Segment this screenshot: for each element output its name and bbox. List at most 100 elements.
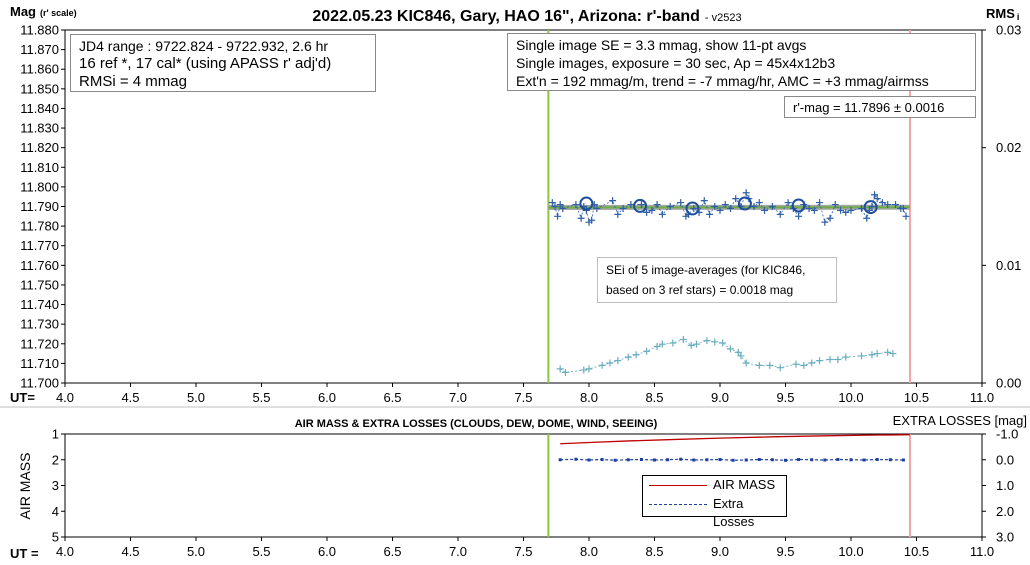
single-image-plus-marker (556, 201, 564, 209)
bottom-y-tick-label: 2 (52, 452, 59, 467)
top-x-tick-label: 7.0 (449, 390, 467, 405)
image-average-circle-marker (633, 198, 648, 213)
bottom-x-tick-label: 8.0 (580, 544, 598, 559)
rmsi-plus-marker (755, 361, 763, 369)
legend-label-air-mass: AIR MASS (713, 477, 776, 492)
single-image-plus-marker (588, 216, 596, 224)
rmsi-plus-marker (679, 335, 687, 343)
extra-losses-point (679, 457, 683, 461)
extra-losses-point (836, 457, 840, 461)
top-y-tick-label: 11.740 (20, 297, 59, 312)
single-image-plus-marker (871, 191, 879, 199)
bottom-y2-tick-label: 0.0 (996, 452, 1014, 467)
extra-losses-point (666, 458, 670, 462)
single-image-plus-marker (899, 204, 907, 212)
single-image-plus-marker (863, 214, 871, 222)
rmsi-plus-marker (766, 361, 774, 369)
rmsi-plus-marker (561, 368, 569, 376)
extra-losses-point (849, 458, 853, 462)
extra-losses-point (600, 457, 604, 461)
top-y-tick-label: 11.720 (20, 336, 59, 351)
top-y-tick-label: 11.850 (20, 81, 59, 96)
single-image-plus-marker (551, 203, 559, 210)
top-y2-tick-label: 0.01 (996, 258, 1021, 273)
top-y-tick-label: 11.830 (20, 121, 59, 136)
bottom-x-tick-label: 10.5 (904, 544, 929, 559)
rmsi-plus-marker (834, 355, 842, 363)
single-image-plus-marker (837, 206, 845, 214)
top-y-tick-label: 11.780 (20, 219, 59, 234)
rmsi-plus-marker (687, 341, 695, 349)
single-image-plus-marker (609, 197, 617, 205)
single-image-plus-marker (761, 206, 769, 214)
rmsi-plus-marker (632, 351, 640, 359)
single-image-plus-marker (637, 201, 645, 209)
image-average-circle-marker (685, 201, 700, 216)
single-image-plus-marker (795, 212, 803, 220)
top-x-tick-label: 8.0 (580, 390, 598, 405)
bottom-y-axis-label: AIR MASS (17, 453, 33, 520)
extra-losses-point (901, 458, 905, 462)
extra-losses-point (757, 457, 761, 461)
top-x-tick-label: 5.5 (252, 390, 270, 405)
top-x-tick-label: 9.5 (776, 390, 794, 405)
bottom-x-tick-label: 11.0 (970, 544, 994, 559)
single-image-plus-marker (873, 195, 881, 203)
bottom-x-tick-label: 6.5 (383, 544, 401, 559)
single-image-plus-marker (593, 204, 601, 212)
top-x-tick-label: 6.5 (383, 390, 401, 405)
exposure-info-line-1: Single image SE = 3.3 mmag, show 11-pt a… (516, 37, 807, 53)
single-image-plus-marker (784, 199, 792, 207)
single-image-plus-marker (690, 204, 698, 212)
rmsi-plus-marker (658, 340, 666, 348)
single-image-plus-marker (842, 208, 850, 216)
rmsi-plus-marker (816, 357, 824, 365)
single-image-plus-marker (884, 201, 892, 209)
top-y-tick-label: 11.750 (20, 277, 59, 292)
rmsi-plus-marker (737, 352, 745, 360)
bottom-legend: AIR MASS Extra Losses (642, 475, 787, 529)
rmsi-plus-marker (868, 351, 876, 359)
extra-losses-point (797, 457, 801, 461)
single-image-plus-marker (805, 204, 813, 212)
bottom-y2-axis-label: EXTRA LOSSES [mag] (893, 413, 1027, 428)
run-info-box: JD4 range : 9722.824 - 9722.932, 2.6 hr … (70, 34, 376, 92)
single-image-plus-marker (816, 199, 824, 207)
extra-losses-point (639, 457, 643, 461)
extra-losses-point (862, 458, 866, 462)
bottom-x-tick-label: 5.5 (252, 544, 270, 559)
extra-losses-point (770, 458, 774, 462)
top-y2-tick-label: 0.03 (996, 23, 1021, 38)
rmsi-plus-marker (598, 361, 606, 369)
top-y-tick-label: 11.800 (20, 179, 59, 194)
top-x-tick-label: 5.0 (187, 390, 205, 405)
rmsi-plus-marker (884, 348, 892, 356)
top-x-tick-label: 7.5 (514, 390, 532, 405)
bottom-x-tick-label: 8.5 (645, 544, 663, 559)
bottom-y2-tick-label: -1.0 (996, 427, 1018, 442)
extra-losses-point (653, 458, 656, 462)
rmsi-plus-marker (580, 366, 588, 374)
rmsi-plus-marker (711, 338, 719, 346)
single-image-plus-marker (726, 204, 734, 212)
single-image-plus-marker (716, 206, 724, 214)
top-y-tick-label: 11.870 (20, 42, 59, 57)
top-y-tick-label: 11.820 (20, 140, 59, 155)
single-image-plus-marker (559, 204, 567, 212)
extra-losses-point (823, 458, 827, 462)
bottom-x-tick-label: 6.0 (318, 544, 336, 559)
single-image-plus-marker (821, 218, 829, 226)
bottom-x-tick-label: 4.5 (121, 544, 139, 559)
sei-note-box: SEi of 5 image-averages (for KIC846, bas… (597, 257, 837, 303)
top-y-tick-label: 11.880 (20, 23, 59, 38)
single-image-plus-marker (768, 203, 776, 210)
bottom-x-tick-label: 7.5 (514, 544, 532, 559)
single-image-plus-marker (826, 214, 834, 222)
top-y2-tick-label: 0.02 (996, 140, 1021, 155)
bottom-x-tick-label: 9.5 (776, 544, 794, 559)
extra-losses-point (718, 457, 722, 461)
rmsi-plus-marker (643, 347, 651, 355)
rmsi-plus-marker (726, 345, 734, 353)
top-y-tick-label: 11.860 (20, 62, 59, 77)
bottom-y-tick-label: 5 (52, 530, 59, 545)
